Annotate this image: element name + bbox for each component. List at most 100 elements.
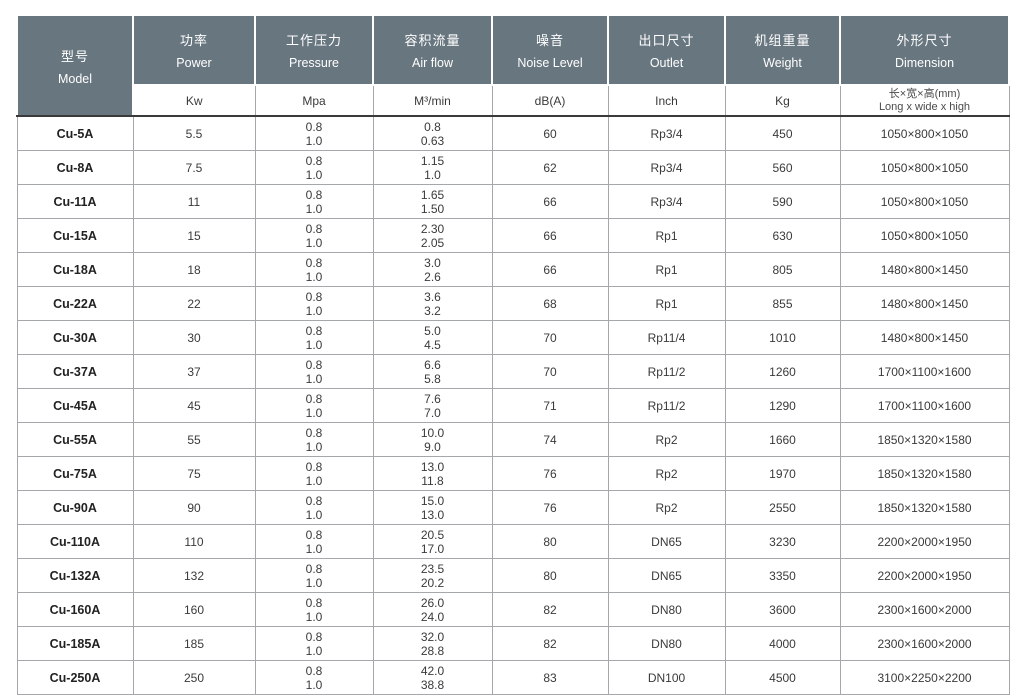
- model-cell: Cu-22A: [16, 286, 134, 321]
- model-cell: Cu-250A: [16, 660, 134, 695]
- weight-cell: 1010: [724, 320, 841, 355]
- pressure-cell: 0.8 1.0: [254, 218, 374, 253]
- pressure-cell: 0.8 1.0: [254, 320, 374, 355]
- weight-cell: 560: [724, 150, 841, 185]
- dimension-cell: 1850×1320×1580: [839, 456, 1010, 491]
- noise-cell: 74: [491, 422, 609, 457]
- weight-cell: 1970: [724, 456, 841, 491]
- noise-cell: 82: [491, 592, 609, 627]
- noise-cell: 66: [491, 252, 609, 287]
- power-cell: 132: [132, 558, 256, 593]
- airflow-cell: 32.0 28.8: [372, 626, 493, 661]
- table-row: Cu-250A 250 0.8 1.0 42.0 38.8 83 DN100 4500 3100×…: [16, 660, 1010, 695]
- outlet-cell: DN100: [607, 660, 726, 695]
- noise-cell: 82: [491, 626, 609, 661]
- pressure-cell: 0.8 1.0: [254, 524, 374, 559]
- dimension-cell: 1050×800×1050: [839, 115, 1010, 151]
- power-cell: 15: [132, 218, 256, 253]
- outlet-cell: Rp2: [607, 490, 726, 525]
- model-cell: Cu-11A: [16, 184, 134, 219]
- dimension-cell: 1050×800×1050: [839, 218, 1010, 253]
- column-header-pressure: 工作压力 Pressure: [254, 14, 374, 86]
- outlet-cell: Rp3/4: [607, 184, 726, 219]
- noise-cell: 68: [491, 286, 609, 321]
- dimension-cell: 1700×1100×1600: [839, 388, 1010, 423]
- noise-cell: 66: [491, 218, 609, 253]
- weight-cell: 855: [724, 286, 841, 321]
- column-header-power-cn: 功率: [179, 33, 208, 48]
- weight-cell: 3600: [724, 592, 841, 627]
- airflow-cell: 3.6 3.2: [372, 286, 493, 321]
- outlet-cell: Rp11/2: [607, 354, 726, 389]
- weight-cell: 1660: [724, 422, 841, 457]
- noise-cell: 80: [491, 558, 609, 593]
- dimension-cell: 1050×800×1050: [839, 150, 1010, 185]
- outlet-cell: Rp3/4: [607, 150, 726, 185]
- noise-cell: 76: [491, 456, 609, 491]
- column-header-airflow-en: Air flow: [412, 56, 453, 70]
- table-row: Cu-45A 45 0.8 1.0 7.6 7.0 71 Rp11/2 1290 1700×110…: [16, 388, 1010, 423]
- airflow-cell: 0.8 0.63: [372, 115, 493, 151]
- dimension-cell: 1480×800×1450: [839, 286, 1010, 321]
- noise-cell: 80: [491, 524, 609, 559]
- unit-outlet: Inch: [607, 84, 726, 117]
- model-cell: Cu-185A: [16, 626, 134, 661]
- table-row: Cu-55A 55 0.8 1.0 10.0 9.0 74 Rp2 1660 1850×1320×…: [16, 422, 1010, 457]
- pressure-cell: 0.8 1.0: [254, 456, 374, 491]
- pressure-cell: 0.8 1.0: [254, 115, 374, 151]
- table-header: 型号 Model 功率 Power 工作压力 Pressure 容积流量 Air…: [16, 14, 1010, 117]
- noise-cell: 60: [491, 115, 609, 151]
- weight-cell: 3230: [724, 524, 841, 559]
- column-header-model-en: Model: [57, 71, 93, 86]
- dimension-cell: 2300×1600×2000: [839, 626, 1010, 661]
- dimension-cell: 1850×1320×1580: [839, 422, 1010, 457]
- table-row: Cu-90A 90 0.8 1.0 15.0 13.0 76 Rp2 2550 1850×1320…: [16, 490, 1010, 525]
- outlet-cell: Rp3/4: [607, 115, 726, 151]
- column-header-airflow: 容积流量 Air flow: [372, 14, 493, 86]
- dimension-cell: 1700×1100×1600: [839, 354, 1010, 389]
- pressure-cell: 0.8 1.0: [254, 354, 374, 389]
- unit-dimension-cn: 长×宽×高(mm): [888, 87, 961, 100]
- airflow-cell: 6.6 5.8: [372, 354, 493, 389]
- pressure-cell: 0.8 1.0: [254, 558, 374, 593]
- airflow-cell: 42.0 38.8: [372, 660, 493, 695]
- outlet-cell: Rp1: [607, 252, 726, 287]
- power-cell: 110: [132, 524, 256, 559]
- column-header-model-cn: 型号: [60, 48, 89, 64]
- column-header-weight-en: Weight: [763, 56, 802, 70]
- power-cell: 185: [132, 626, 256, 661]
- airflow-cell: 1.15 1.0: [372, 150, 493, 185]
- dimension-cell: 1850×1320×1580: [839, 490, 1010, 525]
- table-row: Cu-11A 11 0.8 1.0 1.65 1.50 66 Rp3/4 590 1050×800…: [16, 184, 1010, 219]
- model-cell: Cu-90A: [16, 490, 134, 525]
- column-header-dimension-en: Dimension: [894, 56, 955, 70]
- airflow-cell: 15.0 13.0: [372, 490, 493, 525]
- table-row: Cu-160A 160 0.8 1.0 26.0 24.0 82 DN80 3600 2300×1…: [16, 592, 1010, 627]
- power-cell: 7.5: [132, 150, 256, 185]
- model-cell: Cu-45A: [16, 388, 134, 423]
- power-cell: 22: [132, 286, 256, 321]
- noise-cell: 76: [491, 490, 609, 525]
- dimension-cell: 2300×1600×2000: [839, 592, 1010, 627]
- table-row: Cu-8A 7.5 0.8 1.0 1.15 1.0 62 Rp3/4 560 1050×800×…: [16, 150, 1010, 185]
- unit-dimension: 长×宽×高(mm) Long x wide x high: [839, 84, 1010, 117]
- pressure-cell: 0.8 1.0: [254, 626, 374, 661]
- airflow-cell: 20.5 17.0: [372, 524, 493, 559]
- table-row: Cu-185A 185 0.8 1.0 32.0 28.8 82 DN80 4000 2300×1…: [16, 626, 1010, 661]
- noise-cell: 62: [491, 150, 609, 185]
- weight-cell: 590: [724, 184, 841, 219]
- dimension-cell: 1480×800×1450: [839, 252, 1010, 287]
- airflow-cell: 2.30 2.05: [372, 218, 493, 253]
- outlet-cell: DN80: [607, 592, 726, 627]
- pressure-cell: 0.8 1.0: [254, 150, 374, 185]
- column-header-power-en: Power: [176, 56, 212, 70]
- power-cell: 55: [132, 422, 256, 457]
- model-cell: Cu-55A: [16, 422, 134, 457]
- table-row: Cu-18A 18 0.8 1.0 3.0 2.6 66 Rp1 805 1480×800×145…: [16, 252, 1010, 287]
- noise-cell: 70: [491, 354, 609, 389]
- header-name-row: 型号 Model 功率 Power 工作压力 Pressure 容积流量 Air…: [16, 14, 1010, 117]
- model-cell: Cu-37A: [16, 354, 134, 389]
- column-header-noise-cn: 噪音: [535, 33, 564, 48]
- column-header-outlet: 出口尺寸 Outlet: [607, 14, 726, 86]
- model-cell: Cu-30A: [16, 320, 134, 355]
